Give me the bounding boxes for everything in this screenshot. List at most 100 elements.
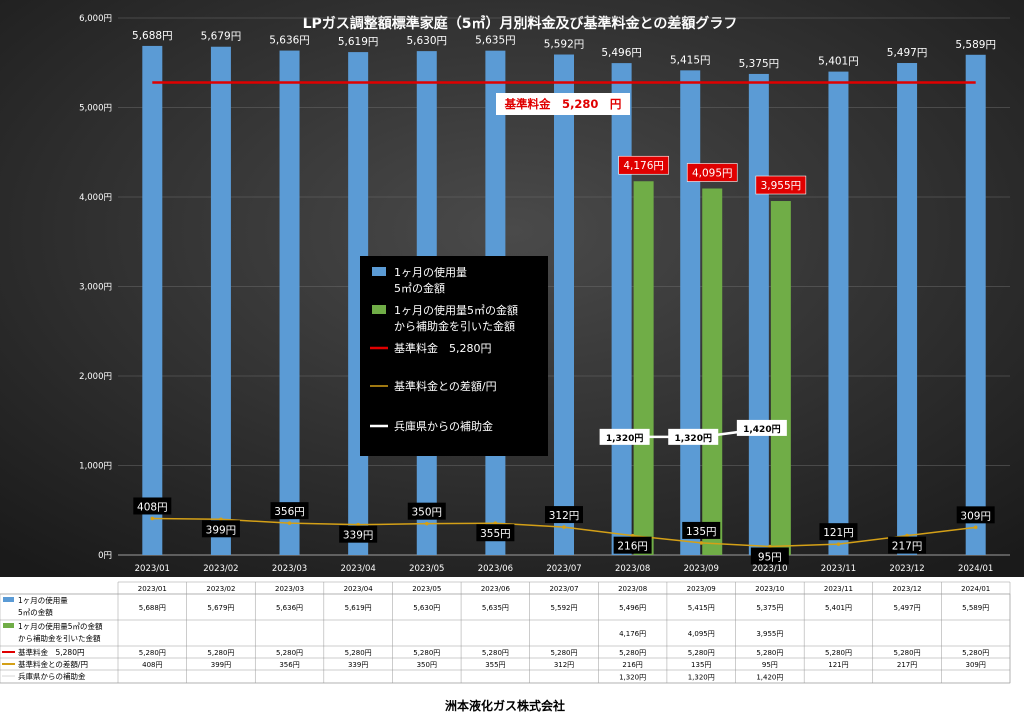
table-cell: 5,280円 <box>550 649 577 657</box>
bar-monthly <box>611 63 632 555</box>
data-label-monthly: 5,630円 <box>406 35 447 47</box>
table-header-cell: 2023/03 <box>275 585 304 593</box>
y-tick-label: 1,000円 <box>79 462 112 472</box>
bar-subsidized <box>702 188 723 555</box>
table-header-cell: 2023/05 <box>412 585 441 593</box>
legend-label: 兵庫県からの補助金 <box>394 419 493 433</box>
label-box <box>476 524 515 542</box>
table-header-cell: 2023/02 <box>206 585 235 593</box>
diff-point <box>356 522 360 527</box>
table-cell: 1,320円 <box>688 674 715 682</box>
data-label-diff: 399円 <box>206 524 237 536</box>
table-cell: 5,280円 <box>345 649 372 657</box>
x-tick-label: 2023/03 <box>272 564 307 574</box>
legend-label: 基準料金との差額/円 <box>394 379 497 393</box>
table-cell: 217円 <box>897 661 917 669</box>
label-box <box>736 419 787 436</box>
company-name: 洲本液化ガス株式会社 <box>445 698 565 713</box>
table-cell: 399円 <box>211 661 231 669</box>
table-cell: 121円 <box>828 661 848 669</box>
x-tick-label: 2023/12 <box>889 564 924 574</box>
data-label-subsidy: 1,320円 <box>606 433 643 444</box>
baseline-annotation-box <box>496 93 630 115</box>
table-header-cell: 2023/01 <box>138 585 167 593</box>
table-cell: 5,630円 <box>413 604 440 612</box>
x-tick-label: 2023/11 <box>821 564 856 574</box>
label-box <box>270 502 309 520</box>
x-tick-label: 2023/07 <box>546 564 581 574</box>
label-box <box>750 547 789 565</box>
label-box <box>545 506 583 524</box>
table-header-cell: 2023/08 <box>618 585 647 593</box>
table-row-label: 1ヶ月の使用量 <box>18 595 68 605</box>
table-cell: 5,679円 <box>207 604 234 612</box>
table-cell: 4,095円 <box>688 630 715 638</box>
bar-monthly <box>828 71 849 555</box>
diff-point <box>493 521 498 526</box>
label-box <box>888 536 927 554</box>
label-box <box>819 523 858 541</box>
table-cell: 216円 <box>622 661 642 669</box>
data-label-diff: 95円 <box>758 551 782 563</box>
data-label-diff: 312円 <box>549 510 580 522</box>
bar-subsidized <box>770 201 791 555</box>
table-cell: 312円 <box>554 661 574 669</box>
y-tick-label: 0円 <box>98 551 112 561</box>
bar-monthly <box>554 54 574 556</box>
table-header-cell: 2023/04 <box>344 585 374 593</box>
table-header-cell: 2023/09 <box>687 585 716 593</box>
table-cell: 5,280円 <box>413 649 440 657</box>
x-tick-label: 2023/04 <box>340 564 375 574</box>
table-cell: 5,280円 <box>756 649 783 657</box>
bar-monthly <box>680 70 701 556</box>
table-cell: 5,280円 <box>688 649 715 657</box>
data-label-diff: 350円 <box>411 507 442 519</box>
label-box <box>618 155 669 175</box>
chart-title: LPガス調整額標準家庭（5㎥）月別料金及び基準料金との差額グラフ <box>303 15 738 32</box>
label-box <box>755 175 807 195</box>
legend-label: から補助金を引いた金額 <box>394 319 515 333</box>
table-cell: 5,688円 <box>139 604 166 612</box>
table-header-cell: 2023/11 <box>824 585 853 593</box>
data-label-diff: 135円 <box>686 526 717 538</box>
table-cell: 5,636円 <box>276 604 303 612</box>
table-row-label: 基準料金との差額/円 <box>18 659 88 669</box>
table-cell: 4,176円 <box>619 630 646 638</box>
data-label-monthly: 5,589円 <box>955 39 996 51</box>
table-cell: 3,955円 <box>756 630 783 638</box>
table-legend-swatch <box>3 623 14 628</box>
data-label-monthly: 5,679円 <box>201 31 242 43</box>
data-label-monthly: 5,497円 <box>887 47 928 59</box>
table-header-cell: 2023/06 <box>481 585 511 593</box>
x-tick-label: 2024/01 <box>958 564 993 574</box>
diff-point <box>562 525 566 529</box>
table-cell: 5,635円 <box>482 604 509 612</box>
y-tick-label: 4,000円 <box>79 193 112 203</box>
x-tick-label: 2023/06 <box>478 564 513 574</box>
data-label-subsidized: 4,095円 <box>692 167 733 179</box>
data-label-diff: 356円 <box>274 506 305 518</box>
legend-label: 5㎥の金額 <box>394 281 445 295</box>
bar-monthly <box>210 46 231 556</box>
diff-point <box>836 542 841 546</box>
table-cell: 5,375円 <box>756 604 783 612</box>
data-label-monthly: 5,415円 <box>670 54 711 66</box>
table-cell: 350円 <box>417 661 437 669</box>
data-label-monthly: 5,619円 <box>338 36 379 48</box>
diff-point <box>699 541 704 545</box>
data-label-monthly: 5,636円 <box>269 35 310 47</box>
label-box <box>668 428 719 445</box>
label-box <box>201 520 240 538</box>
table-cell: 408円 <box>142 661 162 669</box>
table-cell: 5,496円 <box>619 604 646 612</box>
y-tick-label: 3,000円 <box>79 283 112 293</box>
y-tick-label: 6,000円 <box>79 14 112 24</box>
table-cell: 339円 <box>348 661 368 669</box>
table-row-label: 5㎥の金額 <box>18 607 53 617</box>
table-cell: 5,280円 <box>276 649 303 657</box>
diff-point <box>219 517 223 522</box>
x-tick-label: 2023/05 <box>409 564 444 574</box>
table-row-label: 基準料金 5,280円 <box>18 647 84 657</box>
table-header-cell: 2024/01 <box>961 585 990 593</box>
bar-monthly <box>142 45 163 555</box>
